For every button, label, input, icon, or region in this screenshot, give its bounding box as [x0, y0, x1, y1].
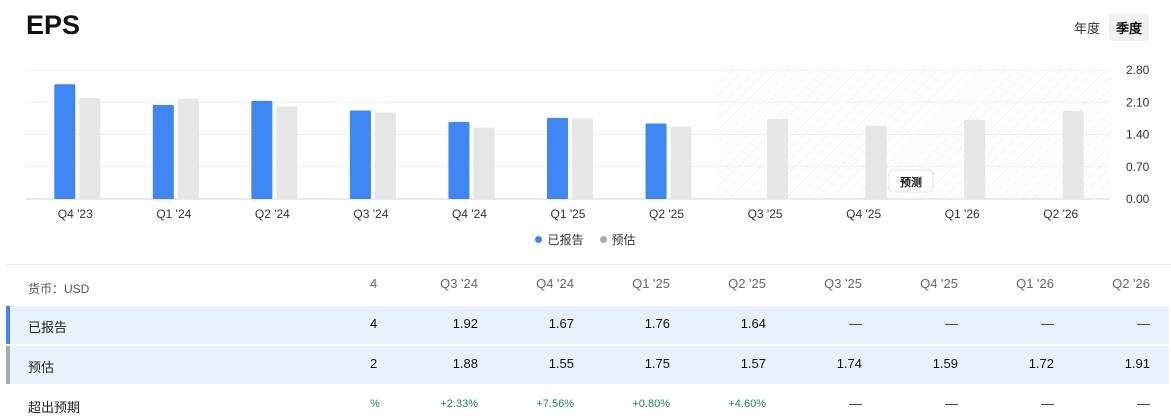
- bar-estimate: [767, 118, 789, 199]
- forecast-badge: [888, 169, 934, 193]
- row-marker-reported: [6, 306, 10, 344]
- x-tick-label: Q4 '23: [58, 207, 93, 221]
- clipped-header-cell: 4: [370, 276, 378, 291]
- y-tick-label: 2.80: [1126, 63, 1150, 77]
- x-tick-label: Q2 '26: [1043, 207, 1078, 221]
- bar-estimate: [374, 112, 396, 199]
- column-header: Q2 '25: [728, 276, 766, 291]
- legend-dot-reported: [535, 236, 543, 243]
- y-tick-label: 2.10: [1126, 95, 1150, 109]
- page-title: EPS: [26, 10, 81, 40]
- x-tick-label: Q3 '24: [353, 207, 388, 221]
- table-cell-surprise: +0.80%: [632, 398, 670, 410]
- bar-reported: [349, 110, 371, 199]
- annual-toggle-button[interactable]: 年度: [1073, 21, 1100, 36]
- legend-dot-estimate: [599, 236, 607, 243]
- legend-item-estimate[interactable]: 预估: [599, 231, 636, 248]
- forecast-badge-label: 预测: [900, 175, 922, 189]
- quarterly-toggle-button[interactable]: 季度: [1108, 14, 1149, 41]
- row-label-reported: 已报告: [28, 320, 68, 335]
- column-header: Q3 '24: [440, 276, 478, 291]
- table-cell-reported: 1.67: [548, 316, 574, 331]
- row-label-estimate: 预估: [28, 360, 55, 375]
- table-cell-reported: —: [849, 316, 862, 331]
- eps-bar-chart: 2.80 2.10 1.40 0.70 0.00 Q4 '23 Q1 '24 Q2 '24 Q3…: [26, 63, 1150, 221]
- x-tick-label: Q2 '25: [649, 207, 684, 221]
- legend-item-reported[interactable]: 已报告: [535, 231, 584, 248]
- table-cell-surprise: +4.60%: [728, 398, 766, 410]
- period-toggle: 年度 季度: [1067, 14, 1149, 41]
- bar-estimate: [177, 98, 199, 199]
- row-label-surprise: 超出预期: [28, 400, 81, 415]
- table-cell-estimate: 1.55: [548, 356, 574, 371]
- bar-reported: [448, 122, 470, 199]
- column-header: Q1 '25: [632, 276, 670, 291]
- table-cell-surprise: —: [1041, 396, 1054, 411]
- clipped-cell-estimate: 2: [370, 356, 378, 371]
- bar-reported: [645, 123, 667, 199]
- bar-reported: [152, 105, 174, 199]
- bar-reported: [547, 117, 568, 199]
- column-header: Q3 '25: [824, 276, 862, 291]
- table-cell-surprise: —: [1137, 396, 1150, 411]
- x-tick-label: Q2 '24: [255, 207, 290, 221]
- x-tick-label: Q4 '25: [846, 207, 881, 221]
- row-marker-estimate: [6, 346, 10, 384]
- column-header: Q1 '26: [1016, 276, 1054, 291]
- clipped-cell-surprise: %: [370, 398, 380, 410]
- table-cell-estimate: 1.88: [452, 356, 478, 371]
- legend-label-reported: 已报告: [547, 233, 584, 247]
- table-cell-surprise: +7.56%: [536, 398, 574, 410]
- bar-estimate: [276, 106, 298, 199]
- bar-estimate: [964, 119, 986, 199]
- column-header: Q2 '26: [1112, 276, 1150, 291]
- table-cell-estimate: 1.72: [1028, 356, 1054, 371]
- x-tick-label: Q3 '25: [748, 207, 783, 221]
- bar-estimate: [670, 126, 692, 199]
- table-cell-reported: —: [1137, 316, 1150, 331]
- bar-estimate: [79, 98, 101, 199]
- table-cell-estimate: 1.59: [932, 356, 958, 371]
- table-cell-reported: —: [1041, 316, 1054, 331]
- x-tick-label: Q1 '24: [156, 207, 191, 221]
- x-tick-label: Q4 '24: [452, 207, 487, 221]
- x-tick-label: Q1 '26: [945, 207, 980, 221]
- bar-reported: [251, 100, 273, 199]
- table-cell-reported: 1.64: [740, 316, 766, 331]
- y-tick-label: 0.70: [1126, 160, 1150, 174]
- column-header: Q4 '24: [536, 276, 574, 291]
- table-cell-estimate: 1.91: [1124, 356, 1150, 371]
- currency-label: 货币：USD: [28, 282, 90, 296]
- bar-estimate: [865, 125, 887, 199]
- table-cell-estimate: 1.57: [740, 356, 766, 371]
- table-cell-reported: 1.92: [452, 316, 478, 331]
- bar-estimate: [572, 118, 593, 199]
- table-cell-surprise: +2.33%: [440, 398, 478, 410]
- y-tick-label: 0.00: [1126, 192, 1150, 206]
- table-row-surprise: 超出预期: [6, 386, 1169, 420]
- table-cell-reported: —: [945, 316, 958, 331]
- clipped-cell-reported: 4: [370, 316, 378, 331]
- column-header: Q4 '25: [920, 276, 958, 291]
- bar-reported: [54, 84, 76, 199]
- table-cell-surprise: —: [945, 396, 958, 411]
- table-divider: [6, 264, 1171, 265]
- bar-estimate: [473, 127, 495, 199]
- y-tick-label: 1.40: [1126, 128, 1150, 142]
- table-cell-estimate: 1.75: [644, 356, 670, 371]
- table-cell-reported: 1.76: [644, 316, 670, 331]
- table-cell-estimate: 1.74: [836, 356, 862, 371]
- bar-estimate: [1062, 111, 1084, 199]
- table-cell-surprise: —: [849, 396, 862, 411]
- legend-label-estimate: 预估: [611, 233, 636, 247]
- table-row-reported: 已报告: [6, 306, 1169, 344]
- x-tick-label: Q1 '25: [551, 207, 586, 221]
- chart-legend: 已报告 预估: [0, 231, 1171, 248]
- table-row-estimate: 预估: [6, 346, 1169, 384]
